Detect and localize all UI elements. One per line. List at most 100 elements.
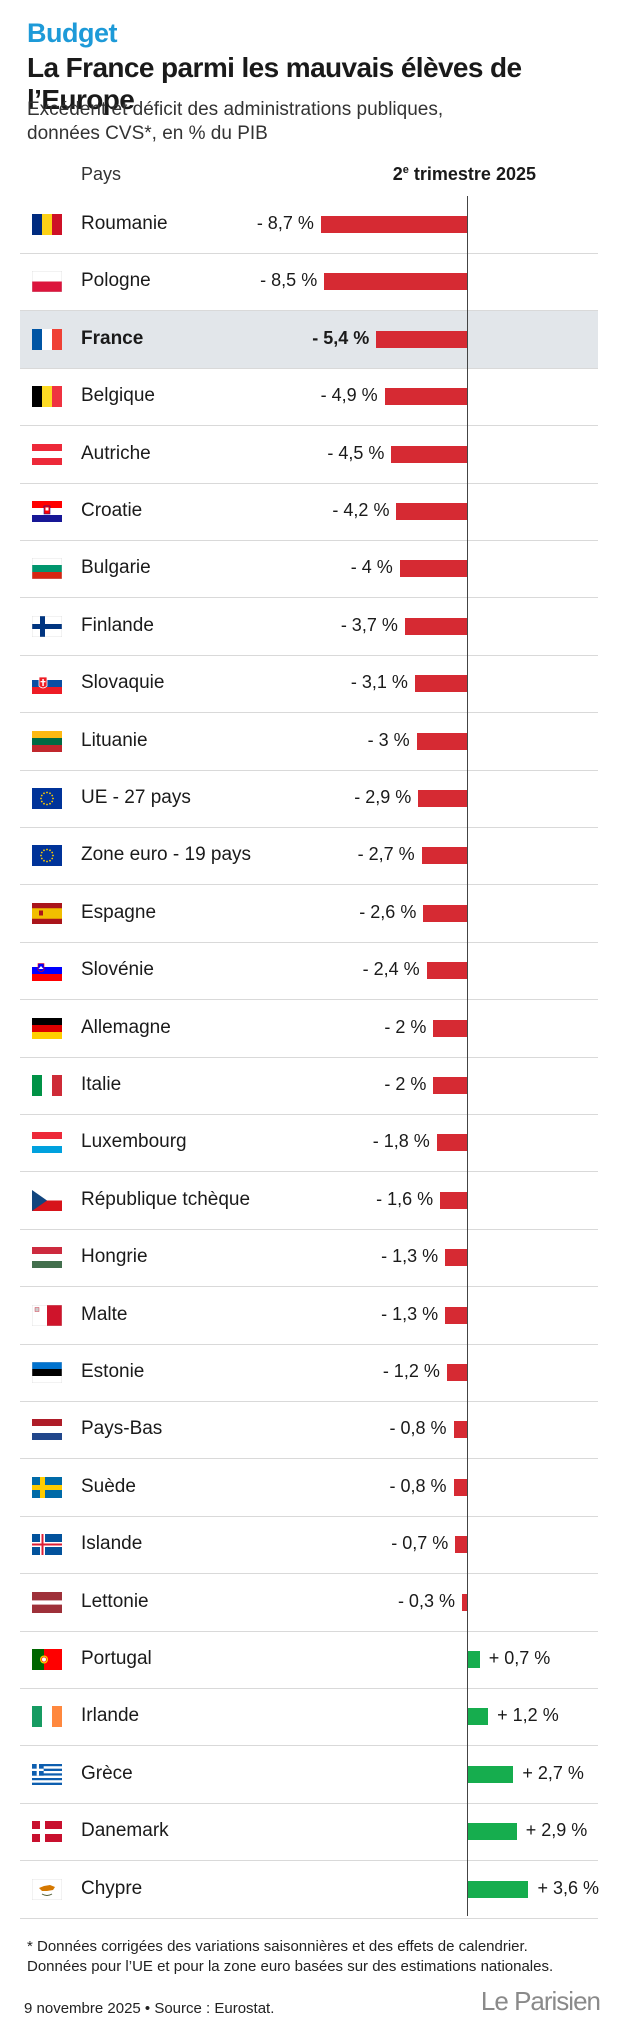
value-label-chypre: + 3,6 % (537, 1877, 600, 1898)
bar-ue-27-pays (418, 790, 467, 807)
bar-allemagne (433, 1019, 467, 1037)
table-row: Malte - 1,3 % (20, 1287, 598, 1345)
value-label-italie: - 2 % (384, 1074, 427, 1094)
value-label-grece: + 2,7 % (522, 1762, 584, 1783)
bar-bulgarie (399, 560, 467, 578)
country-label-slovenie: Slovénie (81, 959, 154, 981)
bar-finlande (404, 617, 467, 635)
value-label-luxembourg: - 1,8 % (372, 1131, 430, 1152)
value-label-ue-27-pays: - 2,9 % (354, 787, 412, 807)
country-label-bulgarie: Bulgarie (81, 557, 151, 579)
flag-cz-icon (32, 1189, 62, 1211)
value-label-belgique: - 4,9 % (320, 385, 378, 406)
flag-pt-icon (32, 1649, 62, 1670)
country-label-espagne: Espagne (81, 901, 157, 923)
value-label-pologne: - 8,5 % (260, 270, 318, 291)
table-row: Pologne - 8,5 % (20, 253, 598, 312)
table-row: Danemark + 2,9 % (20, 1803, 598, 1862)
flag-at-icon (32, 443, 62, 465)
flag-bg-icon (32, 558, 62, 580)
country-label-autriche: Autriche (81, 442, 151, 464)
table-row: France - 5,4 % (20, 310, 598, 369)
country-label-belgique: Belgique (81, 385, 155, 407)
bar-autriche (391, 445, 467, 463)
value-label-irlande: + 1,2 % (497, 1705, 559, 1726)
flag-eu-icon (32, 788, 62, 809)
flag-es-icon (32, 902, 62, 924)
country-label-malte: Malte (81, 1303, 128, 1325)
page-title: La France parmi les mauvais élèves de l’… (27, 52, 522, 115)
country-label-suede: Suède (81, 1475, 136, 1497)
table-row: Bulgarie - 4 % (20, 540, 598, 599)
table-row: UE - 27 pays - 2,9 % (20, 770, 598, 828)
bar-hongrie (445, 1249, 467, 1267)
bar-portugal (468, 1651, 480, 1668)
bar-luxembourg (436, 1134, 467, 1152)
zero-axis-line (467, 196, 468, 1916)
value-label-finlande: - 3,7 % (340, 614, 398, 635)
table-row: Lituanie - 3 % (20, 713, 598, 771)
value-label-republique-tcheque: - 1,6 % (376, 1188, 434, 1209)
flag-nl-icon (32, 1419, 62, 1441)
source-line: 9 novembre 2025 • Source : Eurostat. (24, 2000, 275, 2017)
bar-croatie (396, 503, 467, 520)
flag-is-icon (32, 1534, 62, 1556)
table-row: Pays-Bas - 0,8 % (20, 1401, 598, 1460)
country-label-france: France (81, 327, 144, 349)
bar-grece (468, 1765, 514, 1783)
bar-pologne (324, 273, 467, 291)
table-row: Roumanie - 8,7 % (20, 196, 598, 254)
flag-se-icon (32, 1476, 62, 1498)
flag-gr-icon (32, 1763, 62, 1785)
value-label-allemagne: - 2 % (384, 1016, 427, 1037)
country-label-portugal: Portugal (81, 1648, 152, 1669)
period-ordinal: e (402, 164, 409, 176)
country-label-pays-bas: Pays-Bas (81, 1418, 163, 1440)
bar-islande (455, 1536, 467, 1554)
flag-fi-icon (32, 615, 62, 637)
table-row: Zone euro - 19 pays - 2,7 % (20, 827, 598, 886)
flag-hr-icon (32, 501, 62, 522)
bar-suede (453, 1478, 467, 1496)
flag-pl-icon (32, 271, 62, 293)
period-number: 2 (392, 164, 403, 184)
flag-cy-icon (32, 1878, 62, 1900)
country-label-italie: Italie (81, 1074, 122, 1095)
value-label-suede: - 0,8 % (389, 1475, 447, 1496)
table-row: Lettonie - 0,3 % (20, 1574, 598, 1632)
country-label-irlande: Irlande (81, 1705, 140, 1727)
value-label-slovenie: - 2,4 % (362, 959, 420, 980)
country-label-finlande: Finlande (81, 614, 154, 636)
country-label-republique-tcheque: République tchèque (81, 1188, 251, 1210)
flag-ee-icon (32, 1362, 62, 1383)
flag-lt-icon (32, 730, 62, 752)
country-label-estonie: Estonie (81, 1361, 145, 1382)
bar-estonie (446, 1364, 467, 1381)
table-row: Italie - 2 % (20, 1057, 598, 1115)
table-row: Suède - 0,8 % (20, 1459, 598, 1517)
value-label-portugal: + 0,7 % (488, 1648, 551, 1668)
country-label-zone-euro-19-pays: Zone euro - 19 pays (81, 844, 252, 866)
bar-pays-bas (453, 1421, 467, 1439)
flag-eu-icon (32, 845, 62, 867)
value-label-lituanie: - 3 % (367, 729, 410, 750)
country-label-islande: Islande (81, 1533, 143, 1555)
table-row: Chypre + 3,6 % (20, 1861, 600, 1919)
country-label-chypre: Chypre (81, 1877, 143, 1899)
period-text: trimestre 2025 (408, 164, 536, 184)
table-row: Autriche - 4,5 % (20, 426, 598, 484)
bar-malte (445, 1306, 467, 1324)
country-label-lituanie: Lituanie (81, 729, 148, 751)
flag-it-icon (32, 1075, 62, 1096)
bar-lituanie (416, 732, 467, 750)
subtitle: Excédent et déficit des administrations … (27, 99, 444, 144)
bar-danemark (468, 1823, 517, 1841)
value-label-malte: - 1,3 % (381, 1303, 439, 1324)
bar-zone-euro-19-pays (421, 847, 467, 865)
flag-sk-icon (32, 673, 62, 695)
flag-lu-icon (32, 1132, 62, 1154)
bar-slovenie (426, 962, 467, 980)
chart-rows: Roumanie - 8,7 % Pologne - 8,5 % France - 5,4… (20, 196, 600, 1919)
flag-dk-icon (32, 1821, 62, 1843)
value-label-bulgarie: - 4 % (350, 557, 393, 578)
